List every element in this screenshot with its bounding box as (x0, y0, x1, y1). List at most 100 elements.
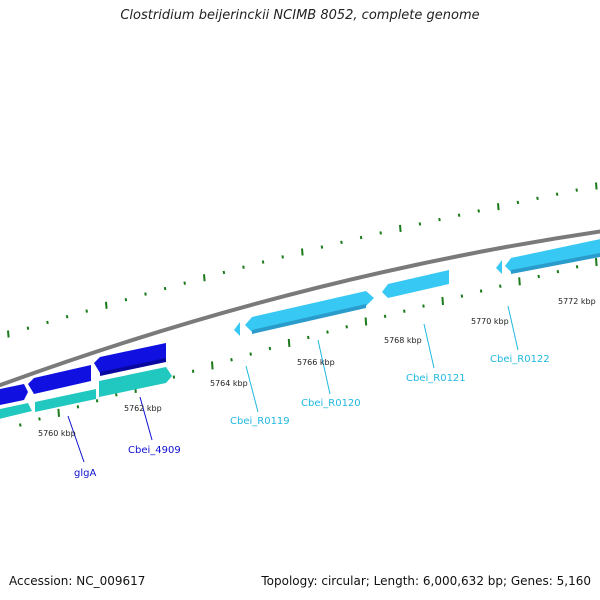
rna-feature (382, 270, 449, 298)
tick-label: 5764 kbp (210, 379, 248, 388)
connector-line (139, 396, 153, 441)
tick-label: 5772 kbp (558, 297, 596, 306)
minor-tick (499, 284, 502, 288)
gene-label: Cbei_4909 (128, 445, 181, 456)
minor-tick (457, 213, 461, 217)
minor-tick (438, 217, 441, 222)
minor-tick (144, 292, 147, 296)
minor-tick (326, 330, 329, 334)
major-tick (595, 182, 598, 190)
minor-tick (19, 423, 22, 427)
minor-tick (537, 274, 540, 279)
major-tick (211, 361, 214, 370)
connector-line (423, 323, 435, 369)
major-tick (301, 248, 304, 256)
major-tick (518, 277, 521, 286)
minor-tick (115, 393, 118, 397)
tick-label: 5768 kbp (384, 336, 422, 345)
minor-tick (124, 298, 128, 302)
minor-tick (76, 405, 80, 409)
minor-tick (163, 286, 167, 291)
minor-tick (307, 335, 310, 340)
map-title: Clostridium beijerinckii NCIMB 8052, com… (120, 8, 480, 23)
cds-forward-track (0, 343, 166, 405)
minor-tick (418, 222, 422, 226)
minor-tick (268, 346, 272, 351)
major-tick (203, 274, 206, 282)
gene-label: Cbei_R0119 (230, 416, 290, 427)
cds-feature (0, 384, 28, 405)
major-tick (287, 338, 291, 348)
connector-line (67, 415, 85, 463)
minor-tick (340, 240, 343, 245)
minor-tick (38, 417, 41, 421)
minor-tick (85, 309, 88, 313)
rna-feature (496, 260, 502, 274)
rna-feature (511, 252, 600, 274)
gene-labels: glgA Cbei_4909 Cbei_R0119 Cbei_R0120 Cbei_R0… (74, 354, 550, 479)
cds-feature-shadow (100, 358, 166, 376)
genome-backbone (0, 229, 600, 388)
gene-label: Cbei_R0121 (406, 373, 466, 384)
major-tick (105, 301, 108, 309)
minor-tick (345, 325, 348, 329)
minor-tick (536, 196, 539, 201)
label-connectors (67, 305, 519, 463)
minor-tick (281, 255, 284, 259)
major-tick (497, 203, 500, 211)
minor-tick (320, 245, 324, 249)
minor-tick (422, 304, 425, 308)
tick-label: 5760 kbp (38, 429, 76, 438)
minor-tick (479, 289, 483, 293)
rna-feature (245, 291, 374, 332)
rna-feature (252, 304, 366, 334)
tick-label: 5766 kbp (297, 358, 335, 367)
minor-tick (183, 281, 186, 285)
cds-feature (99, 367, 172, 397)
minor-tick (383, 314, 387, 318)
minor-tick (516, 200, 520, 205)
tick-labels: 5760 kbp 5762 kbp 5764 kbp 5766 kbp 5768 kbp… (38, 297, 596, 438)
outer-minor-ticks (7, 182, 598, 338)
cds-feature (28, 365, 91, 394)
rna-track (234, 239, 600, 336)
minor-tick (359, 235, 363, 240)
major-tick (441, 296, 444, 306)
minor-tick (95, 399, 99, 403)
cds-feature (94, 343, 166, 373)
minor-tick (191, 369, 195, 373)
gene-label: glgA (74, 468, 96, 479)
major-tick (399, 224, 402, 232)
gene-label: Cbei_R0122 (490, 354, 550, 365)
minor-tick (230, 358, 233, 362)
gene-label: Cbei_R0120 (301, 398, 361, 409)
cds-teal-track (0, 367, 172, 419)
minor-tick (403, 309, 406, 313)
minor-tick (242, 265, 245, 269)
tick-label: 5770 kbp (471, 317, 509, 326)
minor-tick (556, 269, 560, 274)
major-tick (595, 257, 598, 267)
connector-line (317, 339, 331, 395)
minor-tick (477, 209, 480, 213)
minor-tick (261, 260, 265, 264)
minor-tick (26, 326, 30, 330)
cds-feature (0, 403, 32, 419)
major-tick (7, 330, 10, 338)
rna-feature (505, 239, 600, 272)
cds-feature (35, 389, 96, 412)
minor-tick (460, 294, 464, 298)
topology-text: Topology: circular; Length: 6,000,632 bp… (261, 574, 591, 588)
major-tick (364, 317, 368, 326)
minor-tick (249, 352, 252, 356)
minor-tick (46, 320, 49, 325)
minor-tick (575, 188, 578, 192)
rna-feature (234, 322, 240, 336)
accession-text: Accession: NC_009617 (9, 574, 146, 588)
minor-tick (575, 265, 579, 269)
minor-tick (65, 315, 69, 319)
major-tick (57, 408, 60, 417)
tick-label: 5762 kbp (124, 404, 162, 413)
